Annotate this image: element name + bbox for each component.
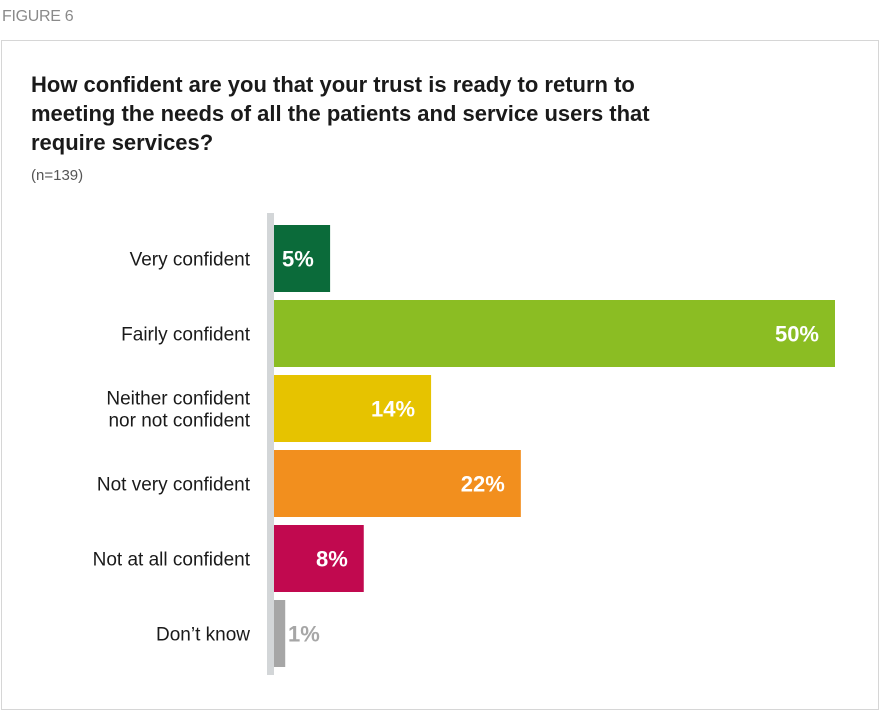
bar-2 xyxy=(274,375,432,442)
category-label: Not at all confident xyxy=(93,550,251,571)
value-label: 50% xyxy=(775,322,819,347)
category-label: Fairly confident xyxy=(121,325,251,346)
value-label: 1% xyxy=(288,622,320,647)
bar-4 xyxy=(274,525,364,592)
value-label: 5% xyxy=(282,247,314,272)
category-label: Not very confident xyxy=(97,475,251,496)
sample-size-note: (n=139) xyxy=(31,167,84,184)
chart-panel xyxy=(1,40,879,710)
chart-title: How confident are you that your trust is… xyxy=(31,72,650,155)
value-label: 8% xyxy=(316,547,348,572)
figure-label: FIGURE 6 xyxy=(2,8,74,25)
category-label: Neither confident nor not confident xyxy=(106,389,250,432)
category-axis xyxy=(267,213,274,675)
value-label: 14% xyxy=(371,397,415,422)
bar-0 xyxy=(274,225,331,292)
value-label: 22% xyxy=(461,472,505,497)
bar-3 xyxy=(274,450,521,517)
bar-1 xyxy=(274,300,835,367)
category-label: Don’t know xyxy=(156,625,250,646)
bar-5 xyxy=(274,600,286,667)
category-label: Very confident xyxy=(130,250,251,271)
